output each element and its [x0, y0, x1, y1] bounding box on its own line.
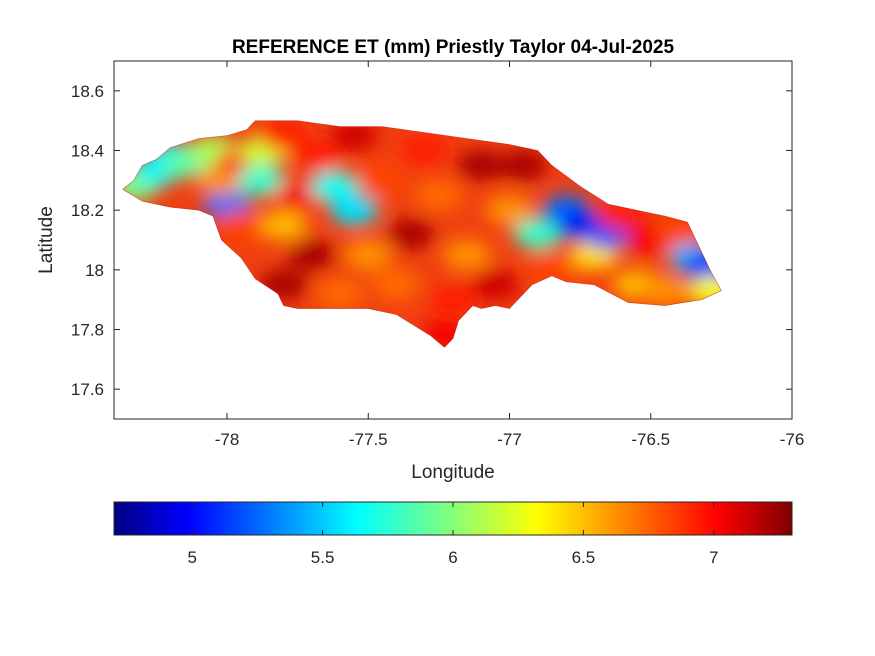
et-cell	[287, 239, 336, 270]
et-cell	[513, 219, 562, 250]
x-tick-label: -76	[780, 430, 805, 449]
y-tick-label: 18	[85, 261, 104, 280]
y-tick-label: 18.4	[71, 142, 104, 161]
colorbar-tick-label: 5.5	[311, 548, 335, 567]
et-cell	[330, 120, 379, 151]
colorbar-ticks: 5 5.5 6 6.5 7	[187, 502, 719, 567]
x-tick-label: -78	[215, 430, 240, 449]
et-cell	[293, 141, 342, 172]
et-cell	[443, 239, 492, 270]
et-cell	[485, 195, 534, 226]
et-cell	[471, 269, 520, 300]
y-tick-label: 17.8	[71, 321, 104, 340]
et-cell	[640, 275, 689, 306]
et-cell	[457, 150, 506, 181]
et-cell	[527, 254, 576, 285]
et-cell	[217, 210, 266, 241]
x-tick-label: -77.5	[349, 430, 388, 449]
y-axis-label: Latitude	[36, 206, 57, 274]
et-cell	[688, 275, 722, 306]
y-axis: 17.6 17.8 18 18.2 18.4 18.6	[71, 82, 792, 399]
et-cell	[236, 165, 285, 196]
colorbar-tick-label: 5	[187, 548, 196, 567]
et-cell	[316, 278, 364, 309]
et-cell	[372, 269, 421, 300]
et-cell	[400, 135, 449, 166]
y-tick-label: 18.6	[71, 82, 104, 101]
et-cell	[273, 180, 322, 211]
et-cell	[358, 165, 407, 196]
et-cells	[122, 120, 722, 348]
colorbar-tick-label: 7	[709, 548, 718, 567]
colorbar-tick-label: 6.5	[572, 548, 596, 567]
et-cell	[499, 150, 548, 181]
y-tick-label: 18.2	[71, 201, 104, 220]
x-axis-label: Longitude	[411, 462, 494, 483]
y-tick-label: 17.6	[71, 380, 104, 399]
x-tick-label: -76.5	[631, 430, 670, 449]
colorbar-tick-label: 6	[448, 548, 457, 567]
et-cell	[344, 239, 393, 270]
et-cell	[386, 219, 435, 250]
et-cell	[414, 180, 463, 211]
et-cell	[259, 210, 308, 241]
x-tick-label: -77	[497, 430, 522, 449]
et-cell	[259, 120, 308, 151]
x-axis: -78 -77.5 -77 -76.5 -76	[215, 61, 805, 449]
et-cell	[330, 195, 379, 226]
region-outline	[121, 120, 722, 348]
et-cell	[429, 284, 477, 315]
chart-title: REFERENCE ET (mm) Priestly Taylor 04-Jul…	[232, 37, 674, 58]
et-cell	[310, 171, 359, 202]
